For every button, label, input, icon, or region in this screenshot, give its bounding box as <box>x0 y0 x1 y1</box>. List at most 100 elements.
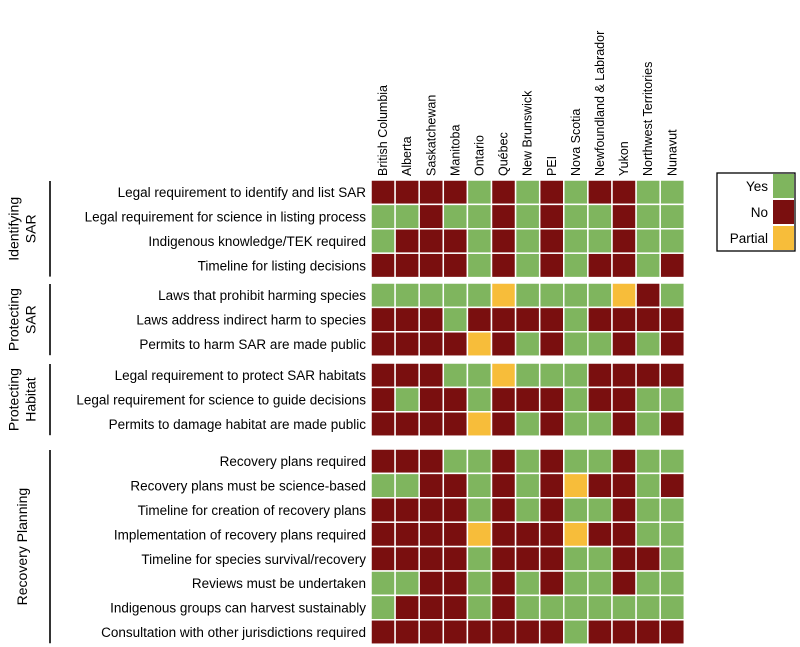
heatmap-cell <box>635 386 661 413</box>
heatmap-cell <box>659 497 686 523</box>
heatmap-cell <box>514 619 541 645</box>
heatmap-cell <box>635 411 661 437</box>
heatmap-cell <box>587 179 613 206</box>
heatmap-cell <box>418 306 445 333</box>
heatmap-cell <box>418 203 445 230</box>
heatmap-cell <box>466 331 493 357</box>
heatmap-cell <box>442 448 469 475</box>
heatmap-cell <box>370 619 396 645</box>
heatmap-cell <box>611 306 637 333</box>
heatmap-cell <box>538 331 565 357</box>
column-label: Yukon <box>617 141 631 176</box>
heatmap-cell <box>635 619 661 645</box>
row-label: Timeline for species survival/recovery <box>141 552 366 567</box>
heatmap-cell <box>370 331 396 357</box>
heatmap-row: Legal requirement for science to guide d… <box>76 386 686 413</box>
heatmap-cell <box>442 619 469 645</box>
heatmap-cell <box>442 386 469 413</box>
row-label: Recovery plans must be science-based <box>130 479 366 494</box>
heatmap-row: Laws address indirect harm to species <box>136 306 686 333</box>
heatmap-cell <box>466 521 493 548</box>
group-label: Recovery Planning <box>14 488 30 606</box>
heatmap-cell <box>394 448 420 475</box>
heatmap-cell <box>611 331 637 357</box>
heatmap-cell <box>370 497 396 523</box>
heatmap-cell <box>490 521 517 548</box>
heatmap-cell <box>587 570 613 597</box>
row-group: ProtectingSAR Laws that prohibit harming … <box>6 282 686 357</box>
heatmap-cell <box>418 362 445 389</box>
heatmap-cell <box>563 594 589 621</box>
group-label-line: Protecting <box>6 288 22 351</box>
heatmap-cell <box>538 306 565 333</box>
heatmap-cell <box>659 282 686 309</box>
heatmap-cell <box>635 545 661 572</box>
heatmap-cell <box>538 521 565 548</box>
column-label: Ontario <box>472 135 486 176</box>
legend-label: Yes <box>746 179 768 194</box>
column-label: Alberta <box>400 136 414 176</box>
heatmap-cell <box>563 448 589 475</box>
column-label: New Brunswick <box>521 90 535 176</box>
heatmap-cell <box>466 545 493 572</box>
heatmap-cell <box>442 252 469 279</box>
row-label: Timeline for listing decisions <box>198 258 367 273</box>
heatmap-cell <box>587 594 613 621</box>
heatmap-cell <box>490 331 517 357</box>
heatmap-cell <box>394 203 420 230</box>
heatmap-cell <box>490 252 517 279</box>
heatmap-cell <box>418 545 445 572</box>
heatmap-cell <box>538 594 565 621</box>
heatmap-cell <box>611 362 637 389</box>
heatmap-cell <box>587 252 613 279</box>
heatmap-cell <box>611 497 637 523</box>
heatmap-cell <box>587 545 613 572</box>
heatmap-row: Implementation of recovery plans require… <box>114 521 686 548</box>
heatmap-row: Laws that prohibit harming species <box>158 282 686 309</box>
heatmap-cell <box>418 282 445 309</box>
heatmap-cell <box>563 362 589 389</box>
heatmap-cell <box>563 386 589 413</box>
heatmap-cell <box>563 306 589 333</box>
heatmap-cell <box>538 545 565 572</box>
heatmap-cell <box>611 594 637 621</box>
heatmap-cell <box>490 362 517 389</box>
heatmap-cell <box>490 545 517 572</box>
heatmap-cell <box>370 594 396 621</box>
heatmap-cell <box>466 306 493 333</box>
group-label: ProtectingSAR <box>6 288 39 351</box>
heatmap-cell <box>611 228 637 254</box>
heatmap-cell <box>490 448 517 475</box>
heatmap-cell <box>514 570 541 597</box>
row-label: Legal requirement to protect SAR habitat… <box>115 368 367 383</box>
heatmap-cell <box>659 521 686 548</box>
heatmap-cell <box>563 252 589 279</box>
heatmap-cell <box>394 306 420 333</box>
heatmap-cell <box>635 228 661 254</box>
heatmap-cell <box>466 411 493 437</box>
heatmap-cell <box>659 362 686 389</box>
heatmap-cell <box>418 386 445 413</box>
heatmap-cell <box>514 545 541 572</box>
row-label: Permits to harm SAR are made public <box>139 337 366 352</box>
heatmap-cell <box>514 306 541 333</box>
heatmap-cell <box>611 472 637 499</box>
heatmap-cell <box>563 203 589 230</box>
row-label: Permits to damage habitat are made publi… <box>109 417 367 432</box>
heatmap-cell <box>635 331 661 357</box>
heatmap-cell <box>563 228 589 254</box>
heatmap-cell <box>490 619 517 645</box>
heatmap-cell <box>587 521 613 548</box>
heatmap-row: Indigenous knowledge/TEK required <box>148 228 686 254</box>
heatmap-cell <box>394 497 420 523</box>
heatmap-cell <box>370 386 396 413</box>
heatmap-cell <box>466 570 493 597</box>
heatmap-cell <box>514 386 541 413</box>
row-label: Legal requirement to identify and list S… <box>118 185 367 200</box>
heatmap-cell <box>635 570 661 597</box>
row-group: ProtectingHabitat Legal requirement to pr… <box>6 362 686 437</box>
heatmap-cell <box>587 448 613 475</box>
heatmap-cell <box>563 472 589 499</box>
heatmap-cell <box>466 203 493 230</box>
heatmap-cell <box>635 448 661 475</box>
